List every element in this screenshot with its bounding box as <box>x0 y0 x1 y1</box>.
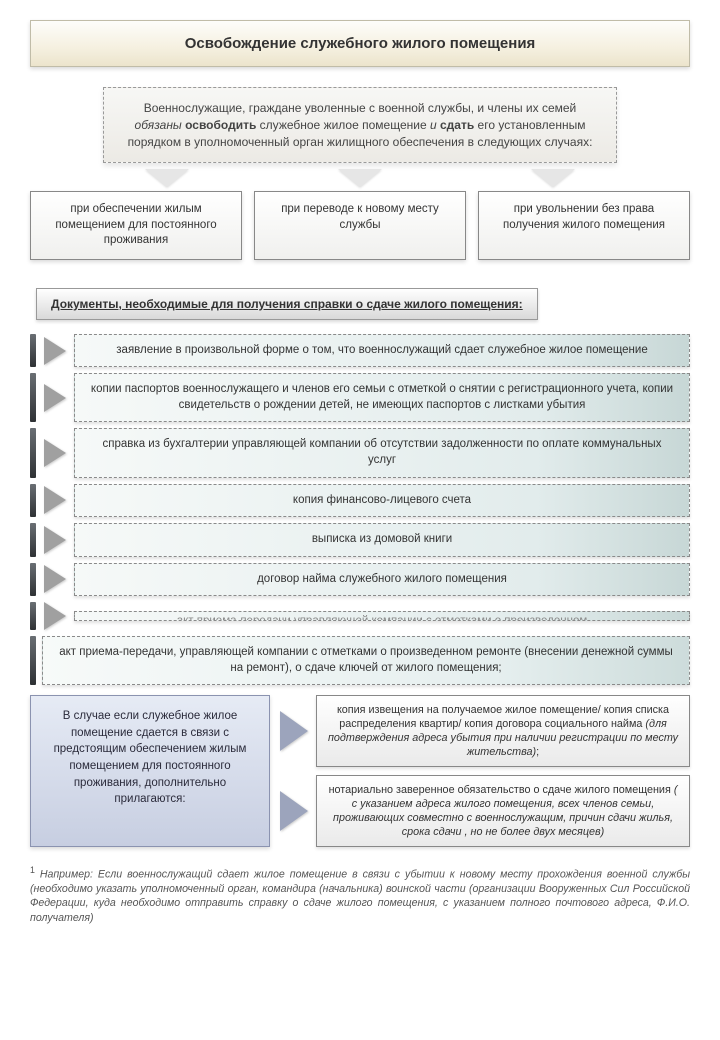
arrow-right-icon <box>280 791 308 831</box>
cases-row: при обеспечении жилым помещением для пос… <box>30 191 690 260</box>
supp-row: нотариально заверенное обязательство о с… <box>280 775 690 847</box>
doc-row: выписка из домовой книги <box>30 523 690 557</box>
doc-row: акт приема-передачи управляющей компании… <box>30 602 690 630</box>
arrow-right-icon <box>44 602 66 630</box>
footnote: 1 Например: Если военнослужащий сдает жи… <box>30 865 690 925</box>
arrows-down-row <box>70 169 650 187</box>
doc-row: копии паспортов военнослужащего и членов… <box>30 373 690 422</box>
doc-item: справка из бухгалтерии управляющей компа… <box>74 428 690 477</box>
doc-item-wide: акт приема-передачи, управляющей компани… <box>42 636 690 685</box>
supp-item: копия извещения на получаемое жилое поме… <box>316 695 690 767</box>
page-title: Освобождение служебного жилого помещения <box>30 20 690 67</box>
vertical-bar-icon <box>30 428 36 477</box>
arrow-right-icon <box>44 526 66 554</box>
supp-item: нотариально заверенное обязательство о с… <box>316 775 690 847</box>
supp-row: копия извещения на получаемое жилое поме… <box>280 695 690 767</box>
doc-row: копия финансово-лицевого счета <box>30 484 690 518</box>
arrow-right-icon <box>44 486 66 514</box>
vertical-bar-icon <box>30 563 36 597</box>
doc-item: договор найма служебного жилого помещени… <box>74 563 690 597</box>
case-box: при увольнении без права получения жилог… <box>478 191 690 260</box>
doc-row: справка из бухгалтерии управляющей компа… <box>30 428 690 477</box>
supplementary-condition: В случае если служебное жилое помещение … <box>30 695 270 847</box>
intro-box: Военнослужащие, граждане уволенные с вое… <box>103 87 618 163</box>
arrow-right-icon <box>44 337 66 365</box>
vertical-bar-icon <box>30 373 36 422</box>
documents-header: Документы, необходимые для получения спр… <box>36 288 538 320</box>
doc-item-truncated: акт приема-передачи управляющей компании… <box>74 611 690 621</box>
doc-item: выписка из домовой книги <box>74 523 690 557</box>
vertical-bar-icon <box>30 523 36 557</box>
documents-list: заявление в произвольной форме о том, чт… <box>30 334 690 685</box>
case-box: при переводе к новому месту службы <box>254 191 466 260</box>
doc-row: акт приема-передачи, управляющей компани… <box>30 636 690 685</box>
doc-item: заявление в произвольной форме о том, чт… <box>74 334 690 368</box>
vertical-bar-icon <box>30 602 36 630</box>
vertical-bar-icon <box>30 636 36 685</box>
arrow-right-icon <box>44 565 66 593</box>
supplementary-section: В случае если служебное жилое помещение … <box>30 695 690 847</box>
arrow-right-icon <box>44 439 66 467</box>
doc-item: копия финансово-лицевого счета <box>74 484 690 518</box>
arrow-down-icon <box>145 169 189 187</box>
arrow-down-icon <box>531 169 575 187</box>
arrow-right-icon <box>44 384 66 412</box>
vertical-bar-icon <box>30 334 36 368</box>
vertical-bar-icon <box>30 484 36 518</box>
case-box: при обеспечении жилым помещением для пос… <box>30 191 242 260</box>
doc-item: копии паспортов военнослужащего и членов… <box>74 373 690 422</box>
doc-row: заявление в произвольной форме о том, чт… <box>30 334 690 368</box>
doc-row: договор найма служебного жилого помещени… <box>30 563 690 597</box>
arrow-right-icon <box>280 711 308 751</box>
arrow-down-icon <box>338 169 382 187</box>
